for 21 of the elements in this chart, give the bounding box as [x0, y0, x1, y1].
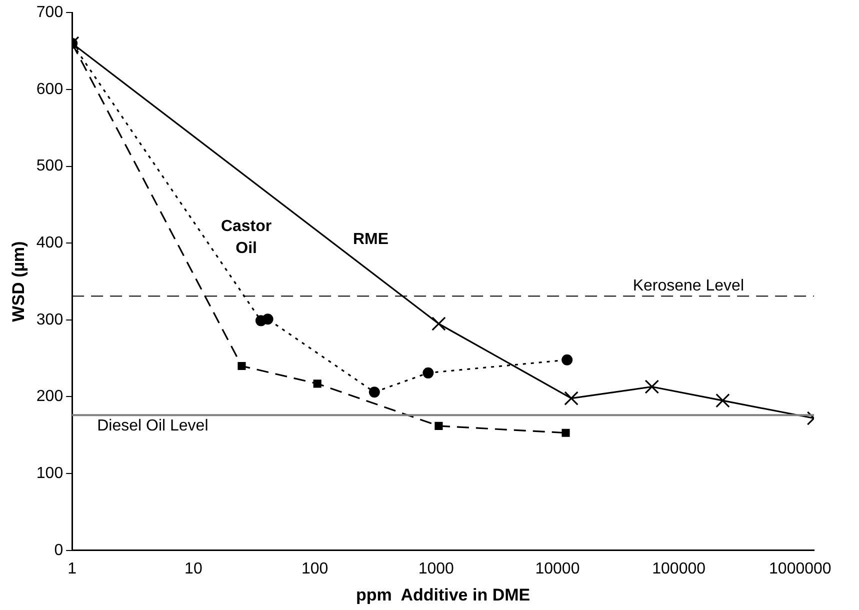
y-axis-title: WSD (µm) [8, 241, 28, 322]
series-label: Castor Oil [220, 218, 272, 257]
y-tick-label: 200 [36, 388, 64, 406]
x-tick-label: 100000 [652, 560, 706, 578]
series-label: RME [352, 231, 389, 248]
x-tick-label: 10 [184, 560, 202, 578]
y-tick-label: 400 [36, 234, 64, 252]
y-tick-label: 300 [36, 311, 64, 328]
x-tick-label: 1000 [418, 560, 454, 578]
x-tick-label: 1000000 [769, 560, 832, 578]
y-tick-label: 500 [36, 158, 64, 175]
y-tick-label: 700 [36, 4, 64, 22]
ref-line-label: Diesel Oil Level [97, 418, 208, 435]
x-tick-label: 1 [68, 560, 77, 578]
y-tick-label: 600 [36, 80, 64, 98]
y-tick-label: 0 [54, 542, 64, 559]
y-tick-label: 100 [36, 464, 64, 482]
ref-line-label: Kerosene Level [632, 278, 744, 295]
x-tick-label: 10000 [535, 560, 580, 578]
x-axis-title: ppm Additive in DME [356, 585, 530, 604]
x-tick-label: 100 [301, 560, 328, 578]
